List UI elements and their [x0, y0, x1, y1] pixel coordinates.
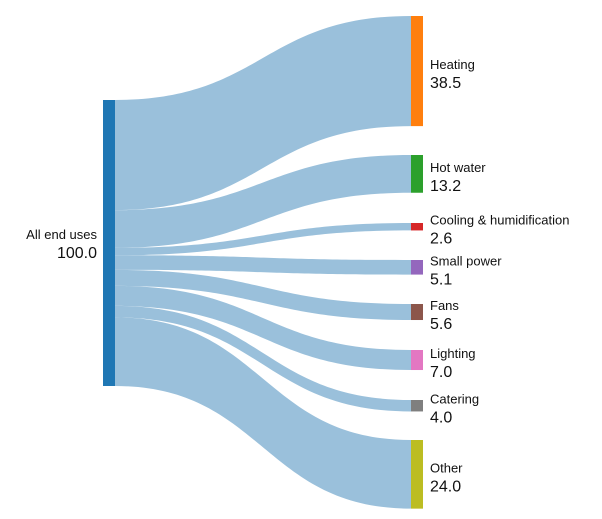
node-fans [411, 304, 423, 321]
target-label: Heating [430, 57, 475, 72]
target-value: 5.6 [430, 316, 452, 333]
link-small-power [115, 255, 411, 275]
target-label: Lighting [430, 346, 476, 361]
target-label: Cooling & humidification [430, 213, 569, 228]
target-label: Hot water [430, 160, 486, 175]
links [115, 16, 411, 509]
target-value: 2.6 [430, 231, 452, 248]
source-label: All end uses [26, 227, 97, 242]
link-hot-water [115, 155, 411, 248]
node-catering [411, 400, 423, 412]
target-label: Fans [430, 298, 459, 313]
link-lighting [115, 285, 411, 371]
source-node [103, 100, 115, 386]
link-catering [115, 305, 411, 412]
node-small-power [411, 260, 423, 275]
target-value: 4.0 [430, 410, 452, 427]
target-value: 38.5 [430, 75, 461, 92]
node-hot-water [411, 155, 423, 193]
target-label: Other [430, 460, 463, 475]
target-value: 7.0 [430, 364, 452, 381]
link-cooling-humidification [115, 223, 411, 256]
labels: All end uses 100.0 Heating 38.5 Hot water 1… [26, 57, 569, 495]
target-value: 24.0 [430, 478, 461, 495]
nodes [103, 16, 423, 509]
node-cooling-humidification [411, 223, 423, 231]
target-label: Small power [430, 253, 502, 268]
node-lighting [411, 350, 423, 371]
node-other [411, 440, 423, 509]
link-other [115, 317, 411, 509]
link-heating [115, 16, 411, 211]
target-label: Catering [430, 392, 479, 407]
target-value: 13.2 [430, 178, 461, 195]
link-fans [115, 269, 411, 321]
source-value: 100.0 [57, 245, 97, 262]
node-heating [411, 16, 423, 127]
target-value: 5.1 [430, 271, 452, 288]
